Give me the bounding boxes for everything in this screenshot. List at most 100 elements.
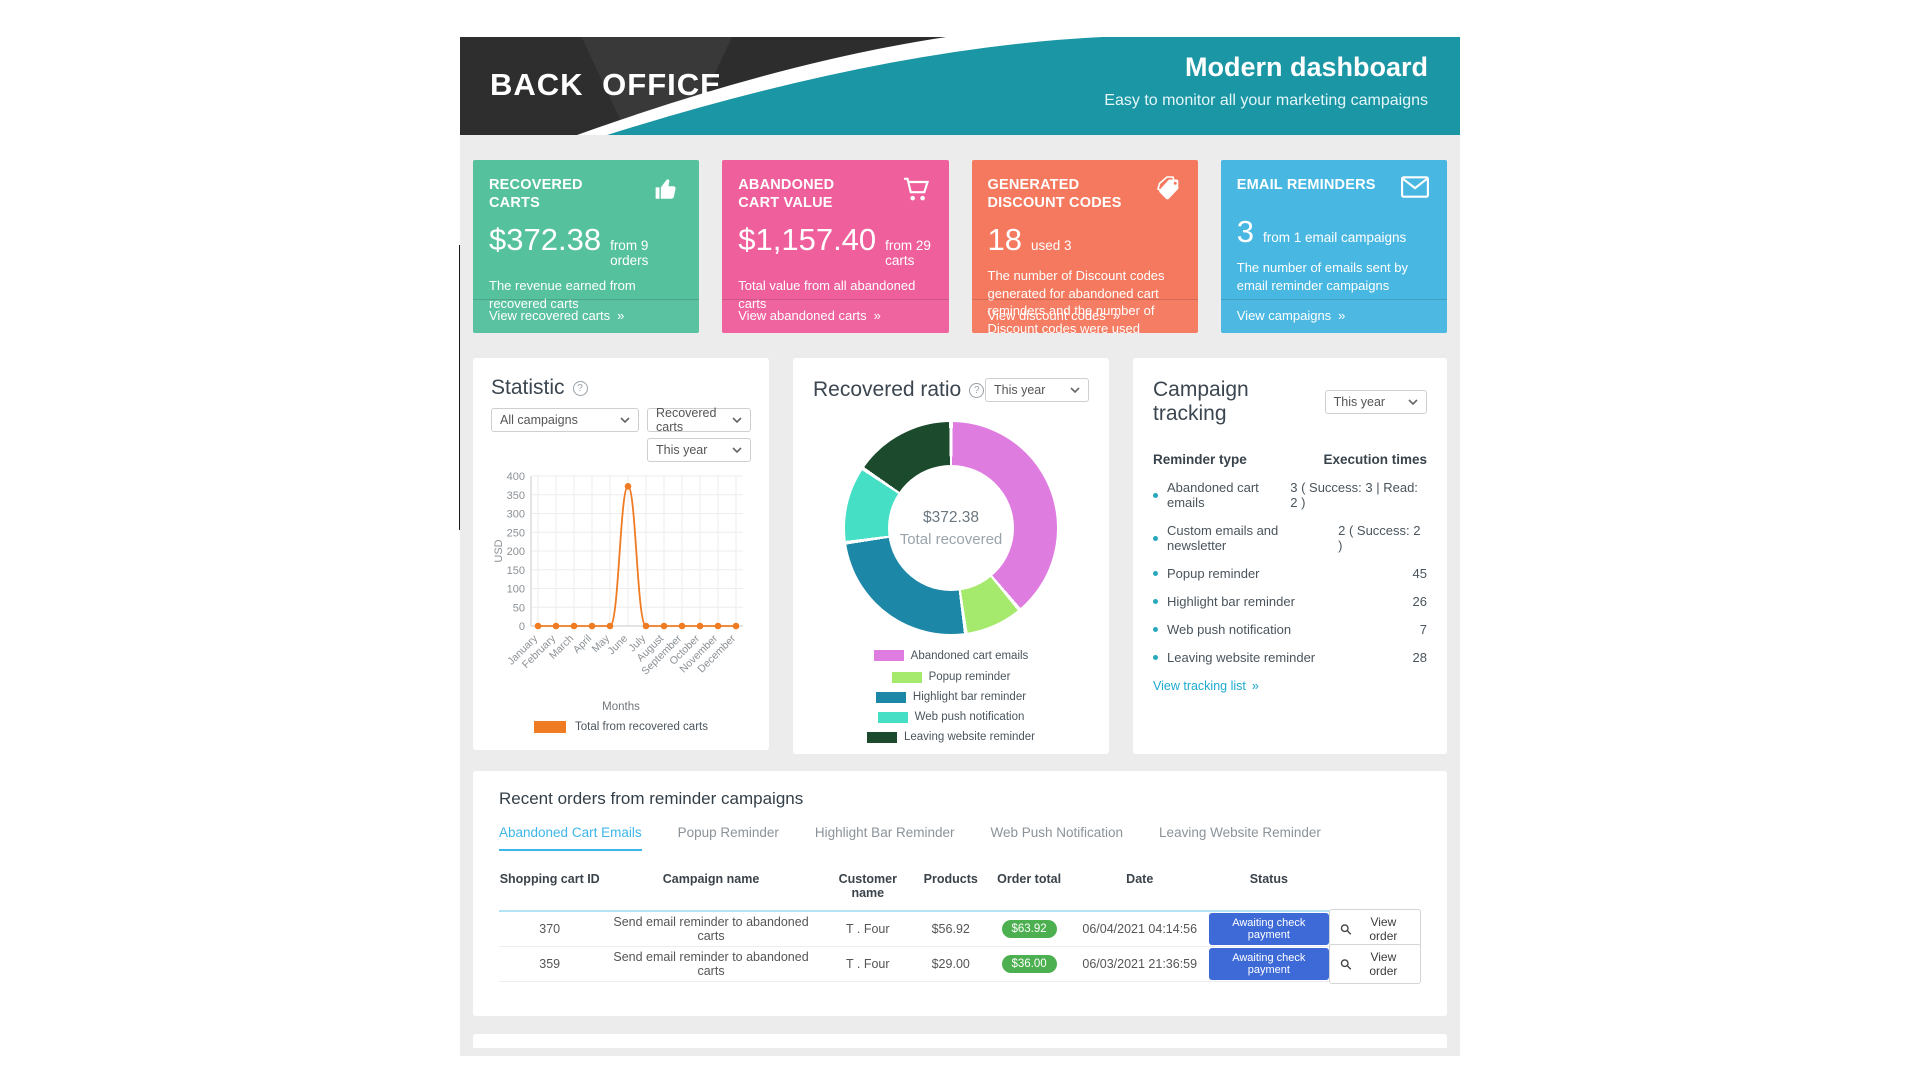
double-arrow-icon: »	[1338, 308, 1346, 323]
svg-text:150: 150	[507, 565, 525, 577]
card-generated-discount-codes: GENERATED DISCOUNT CODES 18 used 3 The n…	[971, 160, 1198, 333]
order-date: 06/04/2021 04:14:56	[1082, 922, 1198, 936]
col-reminder-type: Reminder type	[1153, 452, 1247, 467]
view-tracking-list-link[interactable]: View tracking list »	[1153, 679, 1259, 693]
campaign-tracking-title: Campaign tracking	[1153, 378, 1249, 425]
legend-swatch	[534, 721, 567, 733]
card-value-suffix: from 29 carts	[885, 238, 931, 269]
tags-icon	[1152, 176, 1182, 204]
tracking-row: Abandoned cart emails 3 ( Success: 3 | R…	[1153, 480, 1427, 510]
tab-abandoned-cart-emails[interactable]: Abandoned Cart Emails	[499, 825, 642, 851]
view-abandoned-carts-link[interactable]: View abandoned carts »	[722, 299, 949, 333]
svg-text:100: 100	[507, 584, 525, 596]
tracking-row: Leaving website reminder 28	[1153, 650, 1427, 665]
double-arrow-icon: »	[617, 308, 625, 323]
double-arrow-icon: »	[1251, 679, 1259, 693]
legend-label: Popup reminder	[928, 671, 1011, 683]
card-value: 18	[987, 222, 1022, 258]
ratio-period-select[interactable]: This year	[985, 378, 1089, 402]
tracking-row: Highlight bar reminder 26	[1153, 594, 1427, 609]
table-row: 370 Send email reminder to abandoned car…	[499, 909, 1421, 949]
chevron-down-icon	[732, 417, 742, 423]
tab-highlight-bar-reminder[interactable]: Highlight Bar Reminder	[814, 825, 955, 840]
legend-row: Web push notification	[813, 711, 1089, 731]
legend-row: Highlight bar reminder	[813, 691, 1089, 711]
svg-text:USD: USD	[493, 539, 505, 562]
svg-text:250: 250	[507, 527, 525, 539]
statistic-campaign-select[interactable]: All campaigns	[491, 408, 639, 432]
content-column: BACK OFFICE Modern dashboard Easy to mon…	[460, 37, 1460, 1056]
view-order-button[interactable]: View order	[1328, 944, 1421, 984]
legend-label: Highlight bar reminder	[912, 691, 1027, 703]
view-order-button[interactable]: View order	[1328, 909, 1421, 949]
kpi-cards-row: RECOVERED CARTS $372.38 from 9 orders Th…	[473, 160, 1447, 333]
dashboard-subtitle: Easy to monitor all your marketing campa…	[1104, 92, 1428, 109]
donut-center-value: $372.38	[922, 508, 980, 526]
card-recovered-carts: RECOVERED CARTS $372.38 from 9 orders Th…	[473, 160, 700, 333]
page-header: BACK OFFICE Modern dashboard Easy to mon…	[460, 37, 1460, 135]
legend-label: Web push notification	[914, 711, 1025, 723]
legend-item: Abandoned cart emails	[873, 649, 1029, 662]
chevron-down-icon	[620, 417, 630, 423]
cart-icon	[903, 176, 933, 204]
card-email-reminders: EMAIL REMINDERS 3 from 1 email campaigns…	[1220, 160, 1447, 333]
recovered-ratio-panel: Recovered ratio ? This year $372.38 Tota…	[793, 358, 1109, 754]
products-total: $29.00	[931, 957, 970, 971]
order-date: 06/03/2021 21:36:59	[1082, 957, 1198, 971]
chevron-down-icon	[1070, 387, 1080, 393]
order-total-pill: $36.00	[1001, 955, 1057, 973]
legend-swatch	[875, 691, 906, 703]
card-value-suffix: from 1 email campaigns	[1263, 230, 1407, 245]
card-value-suffix: used 3	[1030, 238, 1072, 254]
statistic-period-select[interactable]: This year	[647, 438, 751, 462]
header-curve	[577, 37, 1460, 135]
col-execution-times: Execution times	[1323, 452, 1427, 467]
legend-swatch	[891, 671, 922, 683]
tracking-row: Popup reminder 45	[1153, 566, 1427, 581]
recent-orders-title: Recent orders from reminder campaigns	[499, 789, 804, 808]
statistic-metric-select[interactable]: Recovered carts	[647, 406, 751, 434]
tab-web-push-notification[interactable]: Web Push Notification	[990, 825, 1124, 840]
next-section-strip	[473, 1034, 1447, 1048]
legend-item: Popup reminder	[891, 671, 1011, 683]
help-icon[interactable]: ?	[572, 380, 588, 396]
chevron-down-icon	[732, 447, 742, 453]
card-value-suffix: from 9 orders	[610, 238, 649, 269]
campaign-tracking-panel: Campaign tracking This year Reminder typ…	[1133, 358, 1447, 754]
double-arrow-icon: »	[873, 308, 881, 323]
legend-label: Leaving website reminder	[903, 731, 1036, 743]
view-recovered-carts-link[interactable]: View recovered carts »	[473, 299, 700, 333]
card-description: The number of Discount codes generated f…	[987, 268, 1165, 333]
recent-orders-panel: Recent orders from reminder campaigns Ab…	[473, 771, 1447, 1016]
card-value: 3	[1236, 214, 1254, 249]
bullet-icon	[1153, 571, 1158, 576]
dashboard-title: Modern dashboard	[1184, 52, 1428, 82]
card-title: ABANDONED CART VALUE	[738, 177, 835, 212]
card-description: Total value from all abandoned carts	[738, 278, 916, 311]
legend-item: Web push notification	[877, 711, 1025, 723]
tab-leaving-website-reminder[interactable]: Leaving Website Reminder	[1159, 825, 1321, 840]
tracking-period-select[interactable]: This year	[1324, 390, 1427, 414]
tab-popup-reminder[interactable]: Popup Reminder	[677, 825, 779, 840]
legend-swatch	[866, 731, 897, 743]
svg-text:350: 350	[507, 490, 525, 502]
magnifier-icon	[1340, 923, 1352, 935]
tracking-row: Custom emails and newsletter 2 ( Success…	[1153, 523, 1427, 553]
legend-swatch	[873, 650, 904, 661]
help-icon[interactable]: ?	[969, 382, 985, 398]
statistic-legend: Total from recovered carts	[491, 721, 751, 733]
cart-id: 370	[539, 922, 561, 936]
campaign-name: Send email reminder to abandoned carts	[613, 950, 809, 978]
view-campaigns-link[interactable]: View campaigns »	[1220, 299, 1447, 333]
card-value: $1,157.40	[738, 222, 877, 258]
card-description: The number of emails sent by email remin…	[1236, 260, 1408, 293]
statistic-title: Statistic	[491, 376, 565, 399]
legend-label: Abandoned cart emails	[910, 649, 1029, 662]
brand-title: BACK OFFICE	[490, 67, 722, 102]
envelope-icon	[1401, 176, 1431, 204]
status-badge: Awaiting check payment	[1208, 948, 1329, 980]
recovered-ratio-donut-chart: $372.38 Total recovered	[845, 422, 1057, 634]
card-title: EMAIL REMINDERS	[1236, 177, 1376, 193]
legend-swatch	[877, 711, 908, 723]
view-discount-codes-link[interactable]: View discount codes »	[971, 299, 1198, 333]
